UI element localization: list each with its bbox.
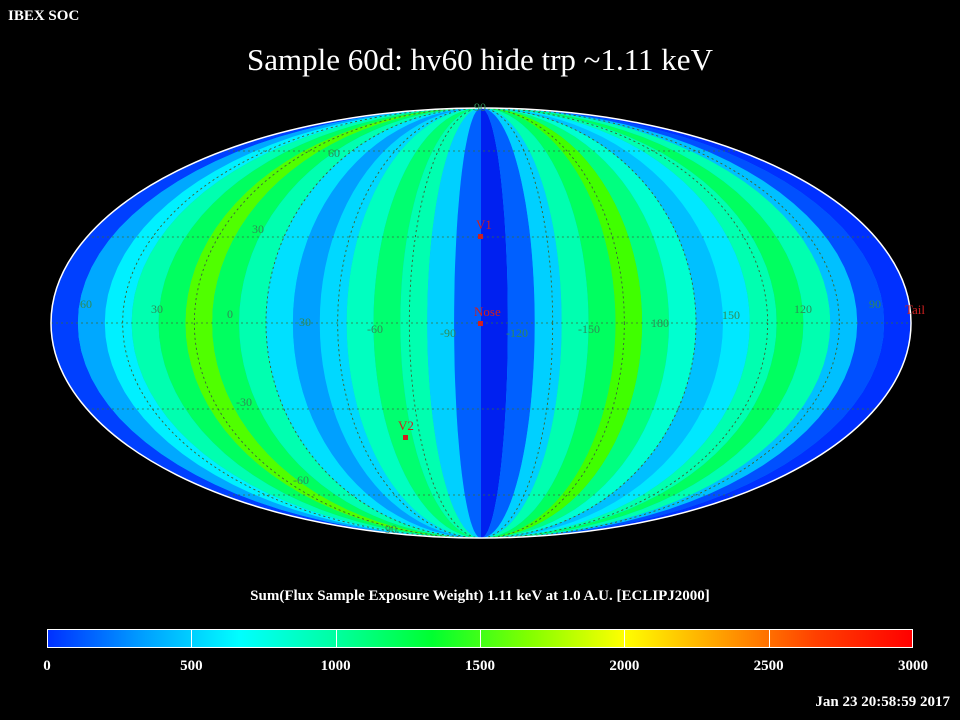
lat-label-south-pole: 90: [385, 522, 397, 536]
tail-label: Tail: [905, 302, 925, 317]
lon-label-180: 180: [651, 316, 669, 330]
lon-label-120: 120: [794, 302, 812, 316]
colorbar-tick-line: [768, 629, 770, 648]
lat-label-60: 60: [328, 146, 340, 160]
colorbar-tick-line: [624, 629, 626, 648]
colorbar-title: Sum(Flux Sample Exposure Weight) 1.11 ke…: [250, 588, 710, 604]
lat-label-north-pole: 90: [474, 100, 486, 114]
lat-label-neg30: -30: [236, 395, 252, 409]
nose-marker: [478, 321, 483, 326]
flux-band: [427, 108, 481, 538]
v2-marker: [403, 435, 408, 440]
colorbar-tick-line: [480, 629, 481, 648]
flux-band: [481, 108, 508, 538]
lon-label-neg90: -90: [440, 326, 456, 340]
timestamp: Jan 23 20:58:59 2017: [815, 694, 950, 710]
organization-label: IBEX SOC: [8, 8, 80, 24]
lon-label-neg60: -60: [367, 322, 383, 336]
colorbar-tick-line: [335, 629, 337, 648]
colorbar-tick: 2500: [753, 658, 784, 674]
map-boundary: [50, 107, 912, 539]
flux-band: [481, 108, 589, 538]
flux-band: [481, 108, 643, 538]
colorbar-tick: 0: [43, 658, 51, 674]
flux-band: [292, 108, 481, 538]
sky-map: 60 30 -30 -60 90 90 60 30 0 -30 -60 -90 …: [50, 100, 925, 539]
flux-band: [319, 108, 481, 538]
v1-marker: [478, 234, 483, 239]
colorbar-tick: 1500: [465, 658, 495, 674]
lon-label-30: 30: [151, 302, 163, 316]
nose-label: Nose: [474, 304, 501, 319]
lon-label-neg120: -120: [506, 326, 528, 340]
flux-band: [400, 108, 481, 538]
meridian-line: [337, 107, 625, 539]
map-title: Sample 60d: hv60 hide trp ~1.11 keV: [247, 42, 713, 77]
flux-band: [481, 108, 670, 538]
colorbar-tick: 1000: [320, 658, 351, 674]
lat-label-30: 30: [252, 222, 264, 236]
colorbar-tick: 2000: [609, 658, 640, 674]
lon-label-60: 60: [80, 297, 92, 311]
lon-label-neg30: -30: [295, 315, 311, 329]
lon-label-0: 0: [227, 307, 233, 321]
v2-label: V2: [398, 418, 414, 433]
lon-label-150: 150: [722, 308, 740, 322]
colorbar-tick-line: [191, 629, 193, 648]
colorbar-tick: 500: [180, 658, 203, 674]
lon-label-90: 90: [869, 297, 881, 311]
flux-band: [346, 108, 481, 538]
lat-label-neg60: -60: [293, 473, 309, 487]
colorbar-tick: 3000: [898, 658, 928, 674]
flux-band: [373, 108, 481, 538]
lon-label-neg150: -150: [578, 322, 600, 336]
v1-label: V1: [476, 217, 492, 232]
flux-band: [481, 108, 616, 538]
flux-band: [481, 108, 562, 538]
